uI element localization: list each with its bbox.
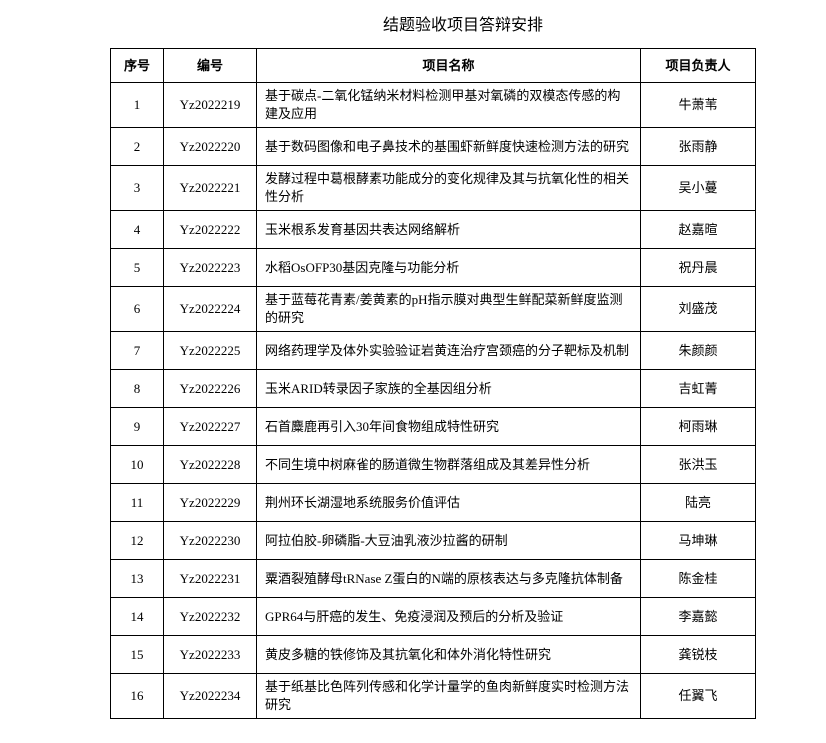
cell-project-name: 石首麋鹿再引入30年间食物组成特性研究 bbox=[256, 407, 641, 446]
table-row: 5 Yz2022223 水稻OsOFP30基因克隆与功能分析 祝丹晨 bbox=[110, 248, 756, 287]
cell-project-name: 荆州环长湖湿地系统服务价值评估 bbox=[256, 483, 641, 522]
cell-serial-number: 16 bbox=[110, 673, 164, 719]
table-row: 8 Yz2022226 玉米ARID转录因子家族的全基因组分析 吉虹菁 bbox=[110, 369, 756, 408]
cell-project-leader: 陈金桂 bbox=[640, 559, 756, 598]
cell-project-leader: 陆亮 bbox=[640, 483, 756, 522]
column-header-name: 项目名称 bbox=[256, 48, 641, 83]
table-row: 2 Yz2022220 基于数码图像和电子鼻技术的基围虾新鲜度快速检测方法的研究… bbox=[110, 127, 756, 166]
cell-project-leader: 朱颜颜 bbox=[640, 331, 756, 370]
cell-project-code: Yz2022222 bbox=[163, 210, 257, 249]
table-body: 1 Yz2022219 基于碳点-二氧化锰纳米材料检测甲基对氧磷的双模态传感的构… bbox=[110, 82, 756, 719]
cell-project-code: Yz2022221 bbox=[163, 165, 257, 211]
table-row: 1 Yz2022219 基于碳点-二氧化锰纳米材料检测甲基对氧磷的双模态传感的构… bbox=[110, 82, 756, 128]
table-row: 3 Yz2022221 发酵过程中葛根酵素功能成分的变化规律及其与抗氧化性的相关… bbox=[110, 165, 756, 211]
column-header-no: 序号 bbox=[110, 48, 164, 83]
table-row: 16 Yz2022234 基于纸基比色阵列传感和化学计量学的鱼肉新鲜度实时检测方… bbox=[110, 673, 756, 719]
cell-project-name: 基于碳点-二氧化锰纳米材料检测甲基对氧磷的双模态传感的构建及应用 bbox=[256, 82, 641, 128]
cell-project-name: 基于纸基比色阵列传感和化学计量学的鱼肉新鲜度实时检测方法研究 bbox=[256, 673, 641, 719]
cell-project-leader: 吉虹菁 bbox=[640, 369, 756, 408]
cell-project-name: 基于数码图像和电子鼻技术的基围虾新鲜度快速检测方法的研究 bbox=[256, 127, 641, 166]
page-title: 结题验收项目答辩安排 bbox=[383, 17, 544, 34]
cell-project-name: 不同生境中树麻雀的肠道微生物群落组成及其差异性分析 bbox=[256, 445, 641, 484]
cell-project-leader: 李嘉懿 bbox=[640, 597, 756, 636]
defense-schedule-table: 序号 编号 项目名称 项目负责人 1 Yz2022219 基于碳点-二氧化锰纳米… bbox=[110, 48, 756, 719]
table-row: 15 Yz2022233 黄皮多糖的铁修饰及其抗氧化和体外消化特性研究 龚锐枝 bbox=[110, 635, 756, 674]
cell-project-leader: 任翼飞 bbox=[640, 673, 756, 719]
table-row: 11 Yz2022229 荆州环长湖湿地系统服务价值评估 陆亮 bbox=[110, 483, 756, 522]
cell-project-leader: 张雨静 bbox=[640, 127, 756, 166]
table-row: 4 Yz2022222 玉米根系发育基因共表达网络解析 赵嘉暄 bbox=[110, 210, 756, 249]
cell-project-leader: 吴小蔓 bbox=[640, 165, 756, 211]
cell-project-name: 玉米ARID转录因子家族的全基因组分析 bbox=[256, 369, 641, 408]
table-row: 7 Yz2022225 网络药理学及体外实验验证岩黄连治疗宫颈癌的分子靶标及机制… bbox=[110, 331, 756, 370]
table-row: 9 Yz2022227 石首麋鹿再引入30年间食物组成特性研究 柯雨琳 bbox=[110, 407, 756, 446]
cell-project-leader: 柯雨琳 bbox=[640, 407, 756, 446]
cell-serial-number: 15 bbox=[110, 635, 164, 674]
cell-serial-number: 5 bbox=[110, 248, 164, 287]
cell-serial-number: 6 bbox=[110, 286, 164, 332]
table-row: 14 Yz2022232 GPR64与肝癌的发生、免疫浸润及预后的分析及验证 李… bbox=[110, 597, 756, 636]
cell-project-name: 阿拉伯胶-卵磷脂-大豆油乳液沙拉酱的研制 bbox=[256, 521, 641, 560]
table-row: 12 Yz2022230 阿拉伯胶-卵磷脂-大豆油乳液沙拉酱的研制 马坤琳 bbox=[110, 521, 756, 560]
cell-project-name: 粟酒裂殖酵母tRNase Z蛋白的N端的原核表达与多克隆抗体制备 bbox=[256, 559, 641, 598]
cell-project-name: 水稻OsOFP30基因克隆与功能分析 bbox=[256, 248, 641, 287]
cell-project-leader: 龚锐枝 bbox=[640, 635, 756, 674]
cell-serial-number: 9 bbox=[110, 407, 164, 446]
cell-project-code: Yz2022230 bbox=[163, 521, 257, 560]
cell-project-leader: 张洪玉 bbox=[640, 445, 756, 484]
cell-project-code: Yz2022227 bbox=[163, 407, 257, 446]
cell-project-code: Yz2022220 bbox=[163, 127, 257, 166]
cell-serial-number: 13 bbox=[110, 559, 164, 598]
cell-project-code: Yz2022231 bbox=[163, 559, 257, 598]
cell-serial-number: 1 bbox=[110, 82, 164, 128]
table-row: 13 Yz2022231 粟酒裂殖酵母tRNase Z蛋白的N端的原核表达与多克… bbox=[110, 559, 756, 598]
column-header-leader: 项目负责人 bbox=[640, 48, 756, 83]
cell-project-leader: 刘盛茂 bbox=[640, 286, 756, 332]
cell-serial-number: 14 bbox=[110, 597, 164, 636]
cell-project-name: 网络药理学及体外实验验证岩黄连治疗宫颈癌的分子靶标及机制 bbox=[256, 331, 641, 370]
table-row: 10 Yz2022228 不同生境中树麻雀的肠道微生物群落组成及其差异性分析 张… bbox=[110, 445, 756, 484]
cell-project-code: Yz2022229 bbox=[163, 483, 257, 522]
cell-serial-number: 12 bbox=[110, 521, 164, 560]
cell-project-code: Yz2022219 bbox=[163, 82, 257, 128]
table-row: 6 Yz2022224 基于蓝莓花青素/姜黄素的pH指示膜对典型生鲜配菜新鲜度监… bbox=[110, 286, 756, 332]
cell-project-code: Yz2022225 bbox=[163, 331, 257, 370]
cell-project-leader: 祝丹晨 bbox=[640, 248, 756, 287]
table-header-row: 序号 编号 项目名称 项目负责人 bbox=[110, 48, 756, 83]
cell-project-name: 基于蓝莓花青素/姜黄素的pH指示膜对典型生鲜配菜新鲜度监测的研究 bbox=[256, 286, 641, 332]
column-header-code: 编号 bbox=[163, 48, 257, 83]
cell-serial-number: 11 bbox=[110, 483, 164, 522]
cell-project-name: GPR64与肝癌的发生、免疫浸润及预后的分析及验证 bbox=[256, 597, 641, 636]
cell-serial-number: 8 bbox=[110, 369, 164, 408]
cell-serial-number: 3 bbox=[110, 165, 164, 211]
cell-project-name: 发酵过程中葛根酵素功能成分的变化规律及其与抗氧化性的相关性分析 bbox=[256, 165, 641, 211]
cell-project-code: Yz2022228 bbox=[163, 445, 257, 484]
cell-serial-number: 7 bbox=[110, 331, 164, 370]
cell-project-name: 黄皮多糖的铁修饰及其抗氧化和体外消化特性研究 bbox=[256, 635, 641, 674]
cell-project-leader: 牛萧苇 bbox=[640, 82, 756, 128]
cell-project-code: Yz2022232 bbox=[163, 597, 257, 636]
cell-serial-number: 2 bbox=[110, 127, 164, 166]
cell-project-code: Yz2022233 bbox=[163, 635, 257, 674]
cell-project-code: Yz2022226 bbox=[163, 369, 257, 408]
cell-project-code: Yz2022223 bbox=[163, 248, 257, 287]
cell-serial-number: 10 bbox=[110, 445, 164, 484]
cell-project-code: Yz2022224 bbox=[163, 286, 257, 332]
cell-project-leader: 马坤琳 bbox=[640, 521, 756, 560]
cell-project-code: Yz2022234 bbox=[163, 673, 257, 719]
cell-project-leader: 赵嘉暄 bbox=[640, 210, 756, 249]
cell-serial-number: 4 bbox=[110, 210, 164, 249]
cell-project-name: 玉米根系发育基因共表达网络解析 bbox=[256, 210, 641, 249]
